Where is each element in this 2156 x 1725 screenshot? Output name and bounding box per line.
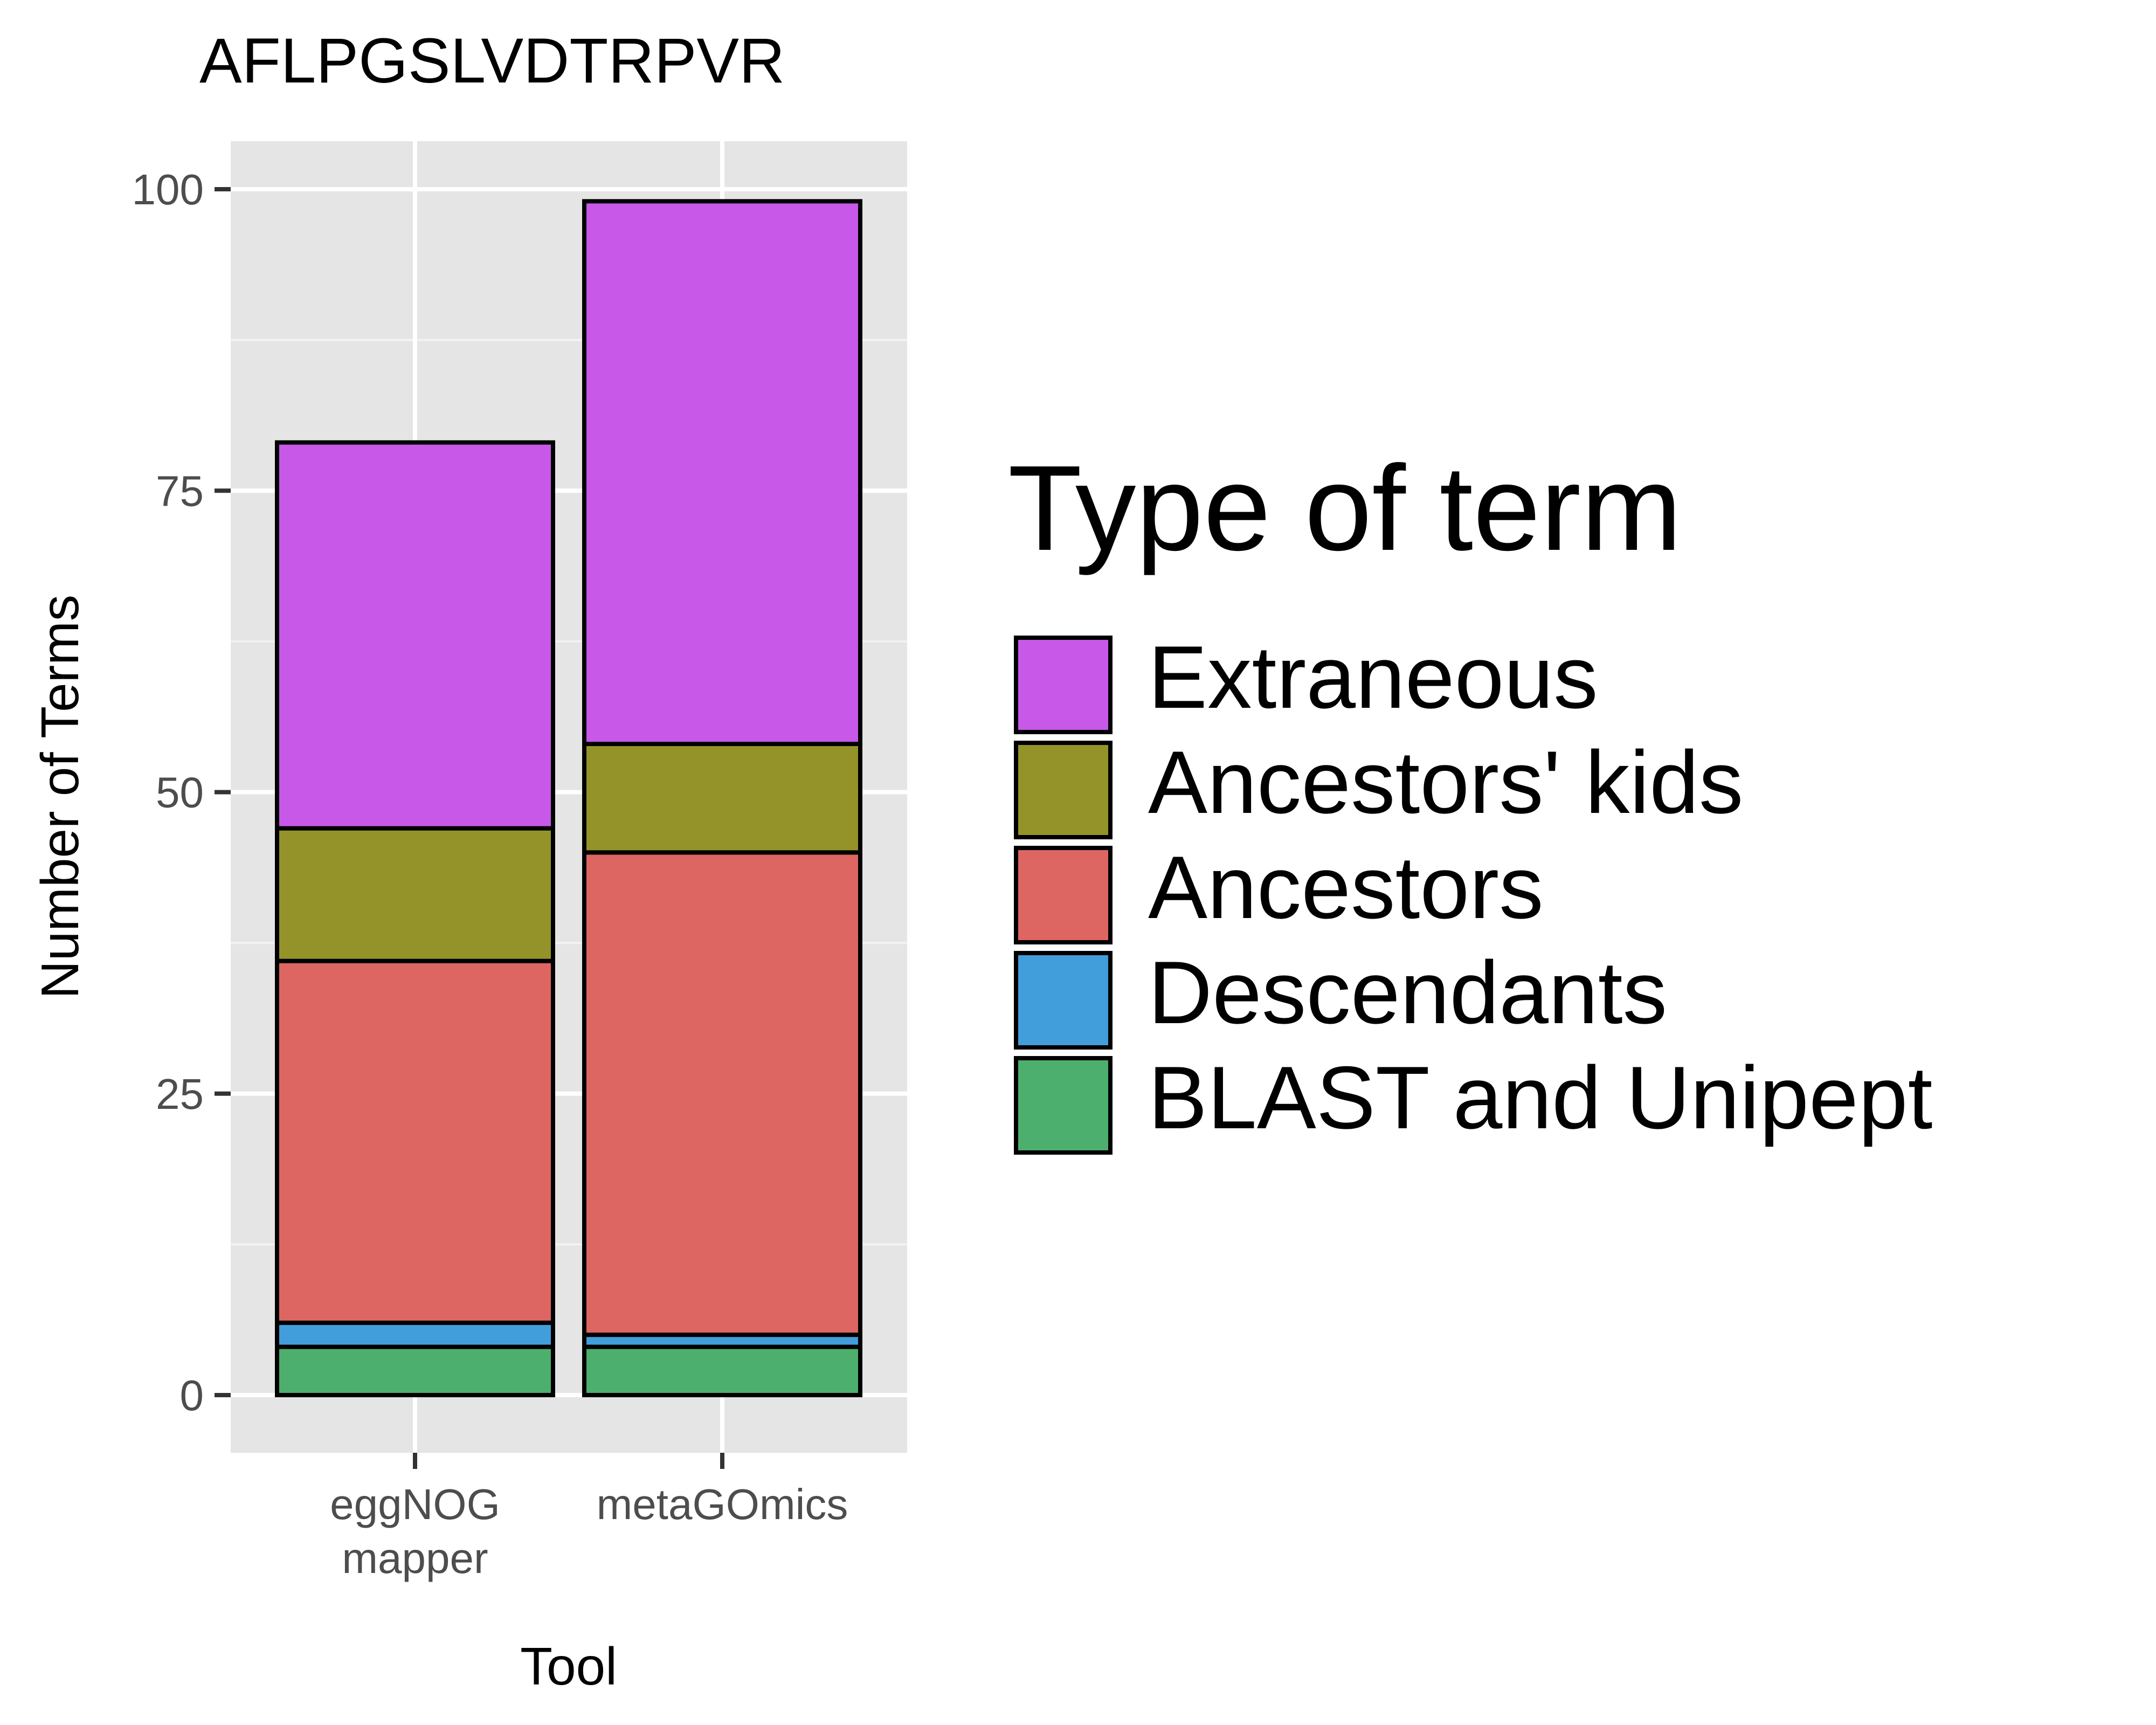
x-tick-label: eggNOG [330, 1480, 500, 1528]
bar-segment-descendants [275, 1320, 555, 1349]
bar-segment-blast-and-unipept [275, 1344, 555, 1398]
legend-title: Type of term [1008, 440, 1682, 576]
y-tick-label: 100 [132, 165, 204, 213]
y-tick-label: 25 [156, 1070, 204, 1118]
x-tick-label: metaGOmics [597, 1480, 848, 1528]
bar-segment-ancestors-kids [582, 742, 862, 855]
legend-key-blast-and-unipept [1014, 1056, 1112, 1155]
legend-label-blast-and-unipept: BLAST and Unipept [1148, 1048, 1932, 1147]
bars [275, 199, 862, 1398]
bar-segment-ancestors [275, 958, 555, 1325]
x-axis: eggNOG mapper metaGOmics [330, 1453, 848, 1582]
y-tick-label: 75 [156, 467, 204, 515]
legend-key-extraneous [1014, 636, 1112, 734]
bar-segment-extraneous [582, 199, 862, 747]
x-axis-title: Tool [520, 1637, 617, 1696]
bar-segment-blast-and-unipept [582, 1344, 862, 1398]
y-axis-title: Number of Terms [30, 595, 89, 999]
y-tick-label: 0 [180, 1371, 204, 1419]
legend-label-extraneous: Extraneous [1148, 627, 1598, 727]
x-tick-label: mapper [342, 1534, 488, 1582]
legend-label-descendants: Descendants [1148, 943, 1667, 1042]
legend-label-ancestors-kids: Ancestors' kids [1148, 733, 1743, 832]
bar-segment-ancestors-kids [275, 826, 555, 963]
legend-key-descendants [1014, 951, 1112, 1050]
bar-segment-ancestors [582, 850, 862, 1337]
chart-title: AFLPGSLVDTRPVR [199, 25, 785, 96]
legend-key-ancestors-kids [1014, 741, 1112, 839]
bar-segment-extraneous [275, 440, 555, 831]
legend-label-ancestors: Ancestors [1148, 838, 1544, 937]
y-tick-label: 50 [156, 769, 204, 817]
y-axis: 0 25 50 75 100 [132, 165, 231, 1419]
legend-key-ancestors [1014, 846, 1112, 944]
